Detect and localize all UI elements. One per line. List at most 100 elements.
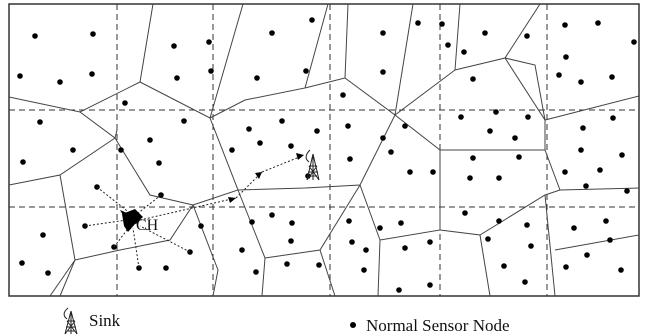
legend-sink-icon xyxy=(63,307,78,335)
sensor-node xyxy=(609,74,615,80)
sensor-node xyxy=(402,245,408,251)
sensor-node xyxy=(45,270,51,276)
field-border xyxy=(8,3,640,297)
sensor-node xyxy=(388,149,394,155)
sensor-node xyxy=(584,252,590,258)
normal-sensor-nodes xyxy=(17,17,637,293)
sensor-node xyxy=(32,33,38,39)
sensor-node xyxy=(288,143,294,149)
legend-normal-node-label: Normal Sensor Node xyxy=(366,316,510,335)
sensor-node xyxy=(347,156,353,162)
sensor-node xyxy=(303,68,309,74)
routing-paths xyxy=(84,155,303,269)
sensor-node xyxy=(595,20,601,26)
sensor-node xyxy=(284,261,290,267)
sensor-node xyxy=(618,267,624,273)
sensor-node xyxy=(487,128,493,134)
sensor-node xyxy=(470,76,476,82)
sensor-node xyxy=(19,260,25,266)
sensor-node xyxy=(439,21,445,27)
sensor-node xyxy=(427,282,433,288)
sensor-node xyxy=(571,225,577,231)
sensor-node xyxy=(279,118,285,124)
sensor-node xyxy=(316,262,322,268)
sensor-node xyxy=(430,169,436,175)
sensor-node xyxy=(309,17,315,23)
sensor-node xyxy=(610,115,616,121)
sensor-node xyxy=(345,123,351,129)
sensor-node xyxy=(603,218,609,224)
sensor-node xyxy=(563,264,569,270)
sensor-node xyxy=(269,30,275,36)
sensor-node xyxy=(524,33,530,39)
sensor-node xyxy=(407,169,413,175)
sensor-node xyxy=(314,128,320,134)
sensor-node xyxy=(254,75,260,81)
sensor-node xyxy=(89,71,95,77)
sensor-node xyxy=(619,152,625,158)
legend-normal-node-icon xyxy=(350,322,356,328)
sensor-node xyxy=(253,269,259,275)
sensor-node xyxy=(377,225,383,231)
sensor-node xyxy=(402,123,408,129)
sensor-node xyxy=(578,147,584,153)
sensor-node xyxy=(578,79,584,85)
legend-sink-label: Sink xyxy=(89,311,121,330)
sensor-node xyxy=(289,220,295,226)
sensor-node xyxy=(206,39,212,45)
cluster-head-label: CH xyxy=(136,217,159,234)
sensor-node xyxy=(288,238,294,244)
sensor-node xyxy=(525,114,531,120)
sensor-node xyxy=(516,154,522,160)
sensor-node xyxy=(562,169,568,175)
sensor-node xyxy=(380,135,386,141)
sensor-node xyxy=(156,160,162,166)
sensor-node xyxy=(631,39,637,45)
sensor-node xyxy=(482,30,488,36)
sensor-node xyxy=(607,237,613,243)
sensor-node xyxy=(257,140,263,146)
sensor-node xyxy=(583,183,589,189)
sensor-node xyxy=(90,31,96,37)
sensor-node xyxy=(269,212,275,218)
sensor-node xyxy=(208,68,214,74)
sensor-node xyxy=(380,30,386,36)
sensor-node xyxy=(70,147,76,153)
sensor-node xyxy=(624,188,630,194)
sensor-node xyxy=(461,49,467,55)
sensor-node xyxy=(181,118,187,124)
sensor-node xyxy=(198,223,204,229)
sensor-node xyxy=(171,43,177,49)
sensor-node xyxy=(363,247,369,253)
sensor-node xyxy=(522,279,528,285)
sensor-node xyxy=(174,75,180,81)
sensor-node xyxy=(501,263,507,269)
sensor-node xyxy=(524,222,530,228)
sensor-node xyxy=(496,218,502,224)
cluster-boundaries xyxy=(8,3,640,297)
sensor-node xyxy=(556,72,562,78)
sensor-node xyxy=(493,109,499,115)
sensor-node xyxy=(380,69,386,75)
sensor-node xyxy=(57,79,63,85)
sensor-node xyxy=(485,236,491,242)
sensor-node xyxy=(246,126,252,132)
sensor-node xyxy=(40,232,46,238)
sensor-node xyxy=(467,175,473,181)
sensor-node xyxy=(17,73,23,79)
sensor-node xyxy=(20,159,26,165)
sensor-node xyxy=(470,155,476,161)
sensor-node xyxy=(445,42,451,48)
sensor-node xyxy=(163,265,169,271)
sensor-node xyxy=(496,175,502,181)
sensor-node xyxy=(458,114,464,120)
sensor-node xyxy=(528,243,534,249)
cluster-head-icon xyxy=(122,209,143,232)
sensor-node xyxy=(147,137,153,143)
sensor-node xyxy=(462,210,468,216)
sensor-node xyxy=(37,119,43,125)
sensor-node xyxy=(118,147,124,153)
sensor-node xyxy=(396,287,402,293)
sensor-node xyxy=(597,167,603,173)
